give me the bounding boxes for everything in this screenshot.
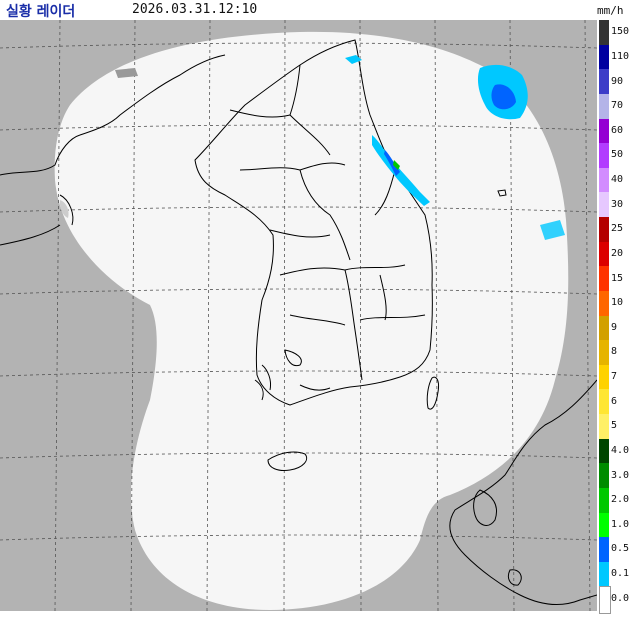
legend-label: 0.0: [611, 592, 630, 604]
header-bar: 실황 레이더 2026.03.31.12:10: [0, 0, 635, 20]
legend-swatch: [599, 192, 609, 218]
legend-label: 90: [611, 75, 624, 87]
legend-label: 5: [611, 420, 618, 432]
legend-swatch: [599, 167, 609, 193]
legend-label: 70: [611, 100, 624, 112]
legend-label: 50: [611, 149, 624, 161]
legend-swatch: [599, 586, 611, 614]
echo-east-coast: [372, 135, 430, 206]
clutter-west: [115, 68, 138, 78]
legend-swatch: [599, 69, 609, 95]
legend-label: 0.5: [611, 543, 630, 555]
echo-east-sea: [540, 220, 565, 240]
legend-label: 2.0: [611, 494, 630, 506]
legend-swatch: [599, 217, 609, 243]
legend-label: 150: [611, 26, 630, 38]
echo-north: [345, 55, 362, 64]
legend-label: 30: [611, 198, 624, 210]
legend-label: 9: [611, 321, 618, 333]
legend-swatch: [599, 463, 609, 489]
page-title: 실황 레이더: [6, 4, 76, 20]
legend-swatch: [599, 266, 609, 292]
legend-unit: mm/h: [597, 4, 624, 17]
legend-swatch: [599, 438, 609, 464]
legend-label: 25: [611, 223, 624, 235]
lat-lon-grid: [0, 20, 597, 611]
legend-label: 4.0: [611, 444, 630, 456]
echo-moderate-ne: [491, 84, 516, 110]
legend-label: 6: [611, 395, 618, 407]
echo-east-coast-core: [384, 150, 400, 176]
legend-label: 20: [611, 247, 624, 259]
legend-swatch: [599, 20, 609, 46]
legend-label: 10: [611, 297, 624, 309]
legend-swatch: [599, 241, 609, 267]
legend-swatch: [599, 118, 609, 144]
legend-label: 15: [611, 272, 624, 284]
legend-label: 40: [611, 174, 624, 186]
legend-swatch: [599, 414, 609, 440]
legend-label: 1.0: [611, 518, 630, 530]
legend-swatch: [599, 340, 609, 366]
legend-label: 7: [611, 371, 618, 383]
legend-swatch: [599, 315, 609, 341]
legend-label: 3.0: [611, 469, 630, 481]
legend-label: 110: [611, 50, 630, 62]
legend-swatch: [599, 389, 609, 415]
legend-swatch: [599, 290, 609, 316]
legend-swatch: [599, 143, 609, 169]
legend-swatch: [599, 364, 609, 390]
legend-swatch: [599, 487, 609, 513]
echo-east-coast-heavy: [393, 160, 400, 170]
legend-swatch: [599, 93, 609, 119]
legend-swatch: [599, 512, 609, 538]
color-legend: [599, 20, 611, 614]
radar-coverage-area: [54, 31, 569, 611]
legend-label: 60: [611, 124, 624, 136]
timestamp: 2026.03.31.12:10: [132, 2, 258, 17]
legend-label: 0.1: [611, 568, 630, 580]
clutter-sw: [59, 200, 69, 218]
legend-label: 8: [611, 346, 618, 358]
precipitation-echoes: [59, 55, 565, 240]
radar-map[interactable]: [0, 20, 597, 611]
coastline: [0, 39, 597, 605]
legend-swatch: [599, 537, 609, 563]
legend-swatch: [599, 561, 609, 587]
legend-swatch: [599, 44, 609, 70]
